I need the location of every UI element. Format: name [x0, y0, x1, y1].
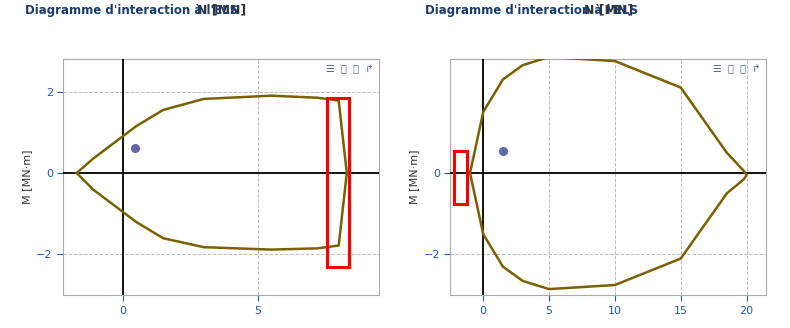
Text: N [MN]: N [MN]: [197, 4, 246, 16]
Text: Diagramme d'interaction à l'ELS: Diagramme d'interaction à l'ELS: [425, 4, 638, 16]
Y-axis label: M [MN·m]: M [MN·m]: [22, 150, 32, 204]
Text: ☰  ⤢  ⧉  ↱: ☰ ⤢ ⧉ ↱: [325, 64, 373, 74]
Bar: [326, 98, 349, 267]
Bar: [454, 151, 468, 204]
Y-axis label: M [MN·m]: M [MN·m]: [409, 150, 419, 204]
Text: Diagramme d'interaction à l'ELS: Diagramme d'interaction à l'ELS: [25, 4, 239, 16]
Text: N [MN]: N [MN]: [584, 4, 633, 16]
Text: ☰  ⤢  ⧉  ↱: ☰ ⤢ ⧉ ↱: [713, 64, 760, 74]
